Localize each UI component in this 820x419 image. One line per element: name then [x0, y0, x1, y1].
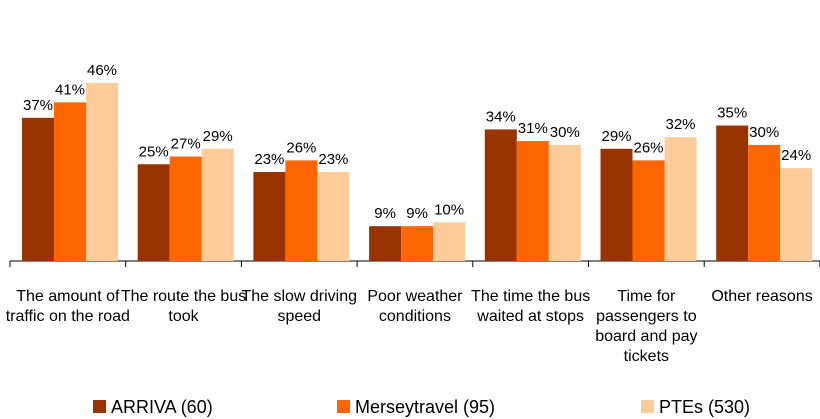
x-tick-label: Poor weather conditions: [367, 288, 463, 325]
legend-swatch: [641, 400, 654, 413]
bar: [780, 168, 813, 261]
value-label: 26%: [286, 139, 316, 156]
bar: [401, 226, 434, 261]
value-label: 37%: [23, 97, 53, 114]
legend-swatch: [337, 400, 350, 413]
bar: [169, 156, 202, 261]
bar: [600, 148, 633, 261]
value-label: 29%: [203, 128, 233, 145]
value-label: 26%: [633, 139, 663, 156]
bar: [86, 82, 118, 261]
x-tick-label: Other reasons: [711, 288, 813, 305]
value-label: 9%: [406, 205, 428, 222]
bar: [748, 144, 781, 261]
value-label: 23%: [254, 151, 284, 168]
bar: [22, 117, 54, 261]
x-tick-label: Time for passengers to board and pay tic…: [595, 288, 698, 365]
value-label: 10%: [434, 201, 464, 218]
value-label: 29%: [601, 128, 631, 145]
x-tick-label: The amount of traffic on the road: [5, 288, 130, 325]
bar: [317, 171, 350, 261]
bar: [516, 141, 549, 261]
bar: [484, 129, 517, 261]
value-label: 30%: [749, 124, 779, 141]
bar: [369, 226, 402, 261]
value-label: 25%: [139, 143, 169, 160]
x-tick-label: The slow driving speed: [241, 288, 358, 325]
value-label: 46%: [87, 62, 117, 79]
bar: [632, 160, 665, 261]
bar: [253, 171, 286, 261]
x-tick-label: The time the bus waited at stops: [471, 288, 591, 325]
bar: [716, 125, 749, 261]
bar: [433, 222, 466, 261]
value-label: 31%: [518, 120, 548, 137]
value-label: 32%: [665, 116, 695, 133]
legend-label: PTEs (530): [659, 397, 750, 417]
legend-label: ARRIVA (60): [111, 397, 213, 417]
bar: [285, 160, 318, 261]
value-label: 9%: [374, 205, 396, 222]
bar: [548, 144, 581, 261]
legend-swatch: [93, 400, 106, 413]
value-label: 23%: [318, 151, 348, 168]
x-tick-label: The route the bus took: [120, 288, 247, 325]
value-label: 27%: [171, 136, 201, 153]
value-label: 34%: [486, 108, 516, 125]
legend-label: Merseytravel (95): [355, 397, 495, 417]
value-label: 30%: [550, 124, 580, 141]
bar: [137, 164, 170, 261]
value-label: 35%: [717, 105, 747, 122]
value-label: 24%: [781, 147, 811, 164]
bar: [201, 148, 234, 261]
bar: [54, 102, 86, 261]
bar: [664, 137, 697, 261]
value-label: 41%: [55, 81, 85, 98]
